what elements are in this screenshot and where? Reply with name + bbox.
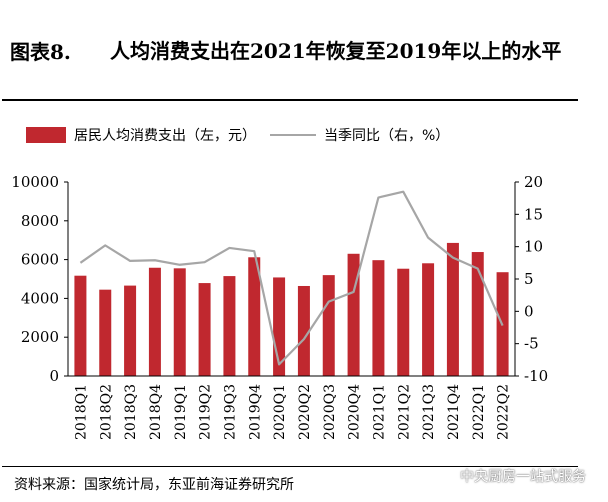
bar	[74, 275, 87, 376]
bar	[99, 289, 112, 376]
bar	[397, 268, 410, 376]
bar	[173, 268, 186, 376]
bar	[148, 267, 161, 376]
yoy-line	[79, 190, 504, 366]
bar	[422, 263, 435, 376]
x-tick-label: 2020Q2	[297, 384, 313, 440]
line-series	[79, 190, 504, 366]
combo-chart: 0 2000 4000 6000 8000 10000 -10 -5 0 5 10 15 20 201…	[11, 173, 548, 440]
right-tick-label: 15	[524, 205, 543, 223]
bar	[372, 260, 385, 376]
x-tick-label: 2018Q2	[98, 384, 114, 440]
right-axis: -10 -5 0 5 10 15 20	[514, 173, 548, 385]
x-tick-label: 2022Q2	[496, 384, 512, 440]
x-tick-label: 2021Q4	[446, 384, 462, 440]
right-tick-label: -10	[524, 367, 548, 385]
bar	[223, 276, 236, 376]
right-tick-label: 20	[524, 173, 543, 191]
legend-bar-swatch	[26, 127, 66, 143]
x-tick-label: 2022Q1	[471, 384, 487, 440]
right-tick-label: -5	[524, 335, 539, 353]
figure-title: 人均消费支出在2021年恢复至2019年以上的水平	[110, 39, 562, 63]
legend-line-label: 当季同比（右，%）	[324, 128, 450, 144]
x-tick-label: 2019Q3	[222, 384, 238, 440]
x-tick-label: 2019Q4	[247, 384, 263, 440]
bar-series	[74, 242, 509, 376]
left-tick-label: 4000	[21, 289, 59, 307]
bar	[198, 283, 211, 376]
x-tick-label: 2020Q4	[347, 384, 363, 440]
left-tick-label: 8000	[21, 212, 59, 230]
source-note: 资料来源：国家统计局，东亚前海证券研究所	[14, 477, 294, 493]
x-axis: 2018Q1 2018Q2 2018Q3 2018Q4 2019Q1 2019Q2 2019…	[68, 375, 515, 440]
x-tick-label: 2018Q3	[123, 384, 139, 440]
x-tick-label: 2021Q2	[396, 384, 412, 440]
bar	[124, 285, 137, 376]
bar	[446, 242, 459, 376]
header-rule	[2, 99, 578, 101]
x-tick-label: 2020Q1	[272, 384, 288, 440]
x-tick-label: 2019Q2	[198, 384, 214, 440]
right-tick-label: 5	[524, 270, 534, 288]
x-tick-label: 2019Q1	[173, 384, 189, 440]
bar	[322, 275, 335, 376]
figure-label: 图表8.	[10, 40, 71, 64]
right-tick-label: 10	[524, 238, 543, 256]
left-tick-label: 6000	[21, 251, 59, 269]
legend-line-swatch	[270, 134, 316, 136]
x-tick-label: 2018Q4	[148, 384, 164, 440]
right-tick-label: 0	[524, 302, 534, 320]
x-tick-label: 2021Q3	[421, 384, 437, 440]
watermark: 中央厨房一站式服务	[460, 469, 586, 485]
left-axis: 0 2000 4000 6000 8000 10000	[11, 173, 69, 385]
x-tick-label: 2021Q1	[371, 384, 387, 440]
left-tick-label: 10000	[11, 173, 59, 191]
bar	[471, 252, 484, 376]
footer-rule	[2, 466, 578, 467]
left-tick-label: 0	[49, 367, 59, 385]
bar	[297, 285, 310, 376]
left-tick-label: 2000	[21, 328, 59, 346]
chart-legend: 居民人均消费支出（左，元） 当季同比（右，%）	[26, 125, 449, 145]
bar	[248, 257, 261, 376]
legend-bar-label: 居民人均消费支出（左，元）	[74, 128, 256, 144]
x-tick-label: 2018Q1	[73, 384, 89, 440]
x-tick-label: 2020Q3	[322, 384, 338, 440]
